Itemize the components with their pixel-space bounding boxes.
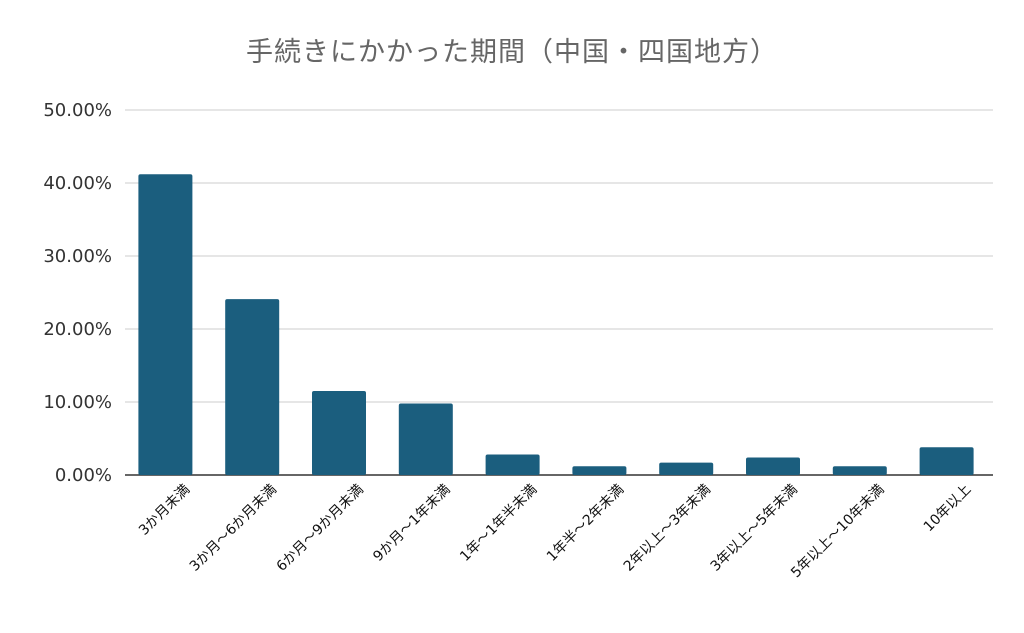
y-tick-label: 10.00% [43,392,112,413]
bar [919,447,974,475]
x-category-label: 3か月～6か月未満 [187,482,280,575]
bar [398,403,453,475]
x-category-label: 6か月～9か月未満 [274,482,367,575]
bar [485,454,540,475]
chart-title: 手続きにかかった期間（中国・四国地方） [246,37,778,68]
y-tick-label: 40.00% [43,173,112,194]
y-tick-label: 50.00% [43,100,112,121]
x-category-label: 3か月未満 [136,482,193,539]
x-category-label: 1年半～2年未満 [544,482,627,565]
x-category-label: 1年～1年半未満 [457,482,540,565]
bar [746,457,800,475]
bar [572,466,627,475]
y-tick-label: 20.00% [43,319,112,340]
x-category-label: 2年以上～3年未満 [621,482,714,575]
bar [832,466,887,475]
x-category-label: 9か月～1年未満 [370,482,453,565]
bar [138,174,193,476]
bar [312,391,366,475]
y-tick-label: 0.00% [55,465,112,486]
bar [225,299,280,475]
x-category-label: 3年以上～5年未満 [708,482,801,575]
x-category-label: 5年以上～10年未満 [788,482,888,582]
bar [659,462,714,475]
y-tick-label: 30.00% [43,246,112,267]
x-category-label: 10年以上 [921,482,975,536]
